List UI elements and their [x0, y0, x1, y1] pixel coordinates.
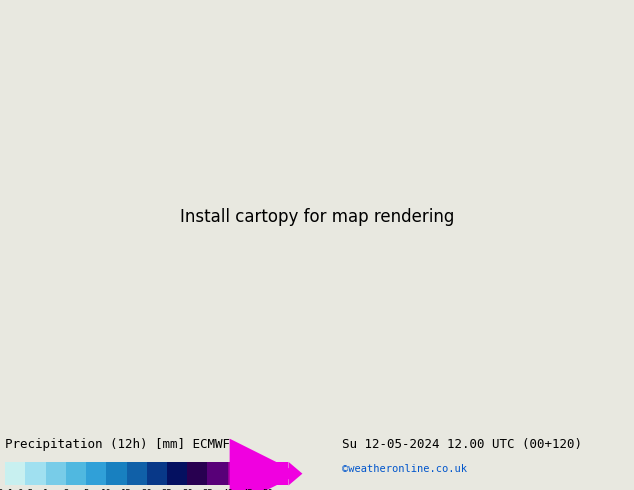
Bar	[127, 462, 147, 486]
Bar	[86, 462, 107, 486]
Bar	[66, 462, 86, 486]
Text: 30: 30	[182, 489, 193, 490]
Bar	[228, 462, 248, 486]
Bar	[5, 462, 25, 486]
Bar	[187, 462, 207, 486]
Bar	[268, 462, 288, 486]
Text: 1: 1	[43, 489, 48, 490]
Text: ©weatheronline.co.uk: ©weatheronline.co.uk	[342, 464, 467, 474]
Bar	[207, 462, 228, 486]
Text: 15: 15	[121, 489, 132, 490]
Bar	[167, 462, 187, 486]
Polygon shape	[288, 462, 302, 486]
Bar	[25, 462, 46, 486]
Text: 40: 40	[223, 489, 233, 490]
Text: 20: 20	[141, 489, 152, 490]
Text: 0.5: 0.5	[17, 489, 34, 490]
Text: 25: 25	[162, 489, 172, 490]
Bar	[248, 462, 268, 486]
Text: 5: 5	[83, 489, 89, 490]
Text: 0.1: 0.1	[0, 489, 13, 490]
Text: Su 12-05-2024 12.00 UTC (00+120): Su 12-05-2024 12.00 UTC (00+120)	[342, 438, 583, 451]
Text: Precipitation (12h) [mm] ECMWF: Precipitation (12h) [mm] ECMWF	[5, 438, 230, 451]
Text: 35: 35	[202, 489, 213, 490]
Bar	[46, 462, 66, 486]
Bar	[107, 462, 127, 486]
Text: 50: 50	[263, 489, 274, 490]
Text: Install cartopy for map rendering: Install cartopy for map rendering	[180, 208, 454, 226]
Bar	[147, 462, 167, 486]
Text: 2: 2	[63, 489, 68, 490]
Text: 10: 10	[101, 489, 112, 490]
Text: 45: 45	[243, 489, 254, 490]
